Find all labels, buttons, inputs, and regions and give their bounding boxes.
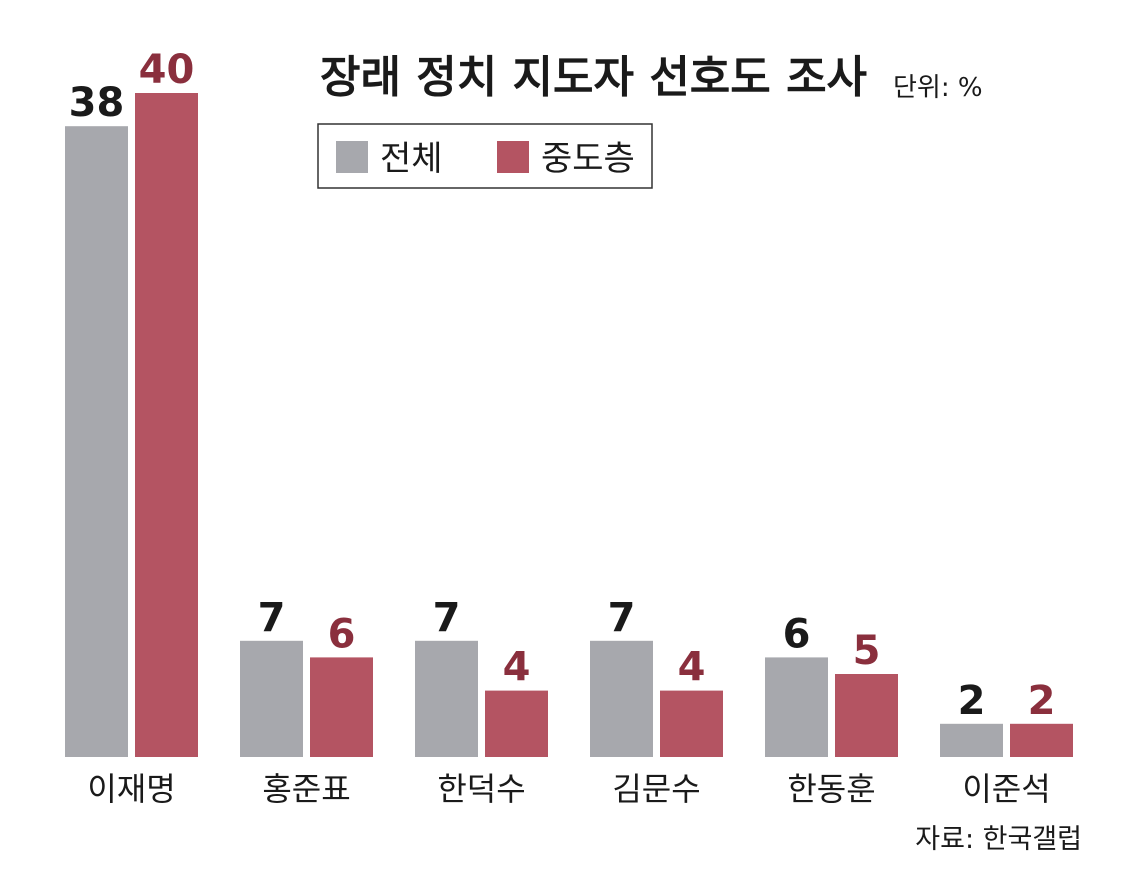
category-label-2: 한덕수 — [437, 770, 525, 808]
category-label-1: 홍준표 — [262, 770, 350, 808]
source-note: 자료: 한국갤럽 — [915, 824, 1082, 855]
bar-moderate-0 — [135, 93, 198, 757]
value-label-total-4: 6 — [783, 611, 811, 657]
bar-total-4 — [765, 657, 828, 757]
bar-total-0 — [65, 126, 128, 757]
value-label-moderate-1: 6 — [328, 611, 356, 657]
bar-total-3 — [590, 640, 653, 757]
value-label-total-3: 7 — [608, 595, 636, 641]
value-label-moderate-4: 5 — [853, 628, 881, 674]
value-label-moderate-2: 4 — [503, 645, 531, 691]
bar-moderate-4 — [835, 674, 898, 757]
value-label-moderate-0: 40 — [139, 47, 195, 93]
category-label-5: 이준석 — [962, 770, 1050, 808]
bar-total-2 — [415, 640, 478, 757]
bar-moderate-3 — [660, 690, 723, 757]
value-label-total-5: 2 — [958, 678, 986, 724]
bar-moderate-1 — [310, 657, 373, 757]
category-label-4: 한동훈 — [787, 770, 875, 808]
legend: 전체 중도층 — [317, 123, 653, 189]
value-label-moderate-3: 4 — [678, 645, 706, 691]
unit-label: 단위: % — [893, 73, 983, 103]
category-label-0: 이재명 — [87, 770, 175, 808]
value-label-total-2: 7 — [433, 595, 461, 641]
bar-total-1 — [240, 640, 303, 757]
legend-box — [317, 123, 653, 189]
bar-moderate-2 — [485, 690, 548, 757]
legend-swatch-moderate — [497, 141, 529, 173]
legend-label-moderate: 중도층 — [541, 139, 635, 179]
legend-swatch-total — [336, 141, 368, 173]
value-label-moderate-5: 2 — [1028, 678, 1056, 724]
bar-moderate-5 — [1010, 723, 1073, 757]
chart-title: 장래 정치 지도자 선호도 조사 — [320, 52, 867, 103]
category-label-3: 김문수 — [612, 770, 700, 808]
bar-total-5 — [940, 723, 1003, 757]
legend-label-total: 전체 — [380, 139, 443, 179]
value-label-total-1: 7 — [258, 595, 286, 641]
value-label-total-0: 38 — [69, 80, 125, 126]
